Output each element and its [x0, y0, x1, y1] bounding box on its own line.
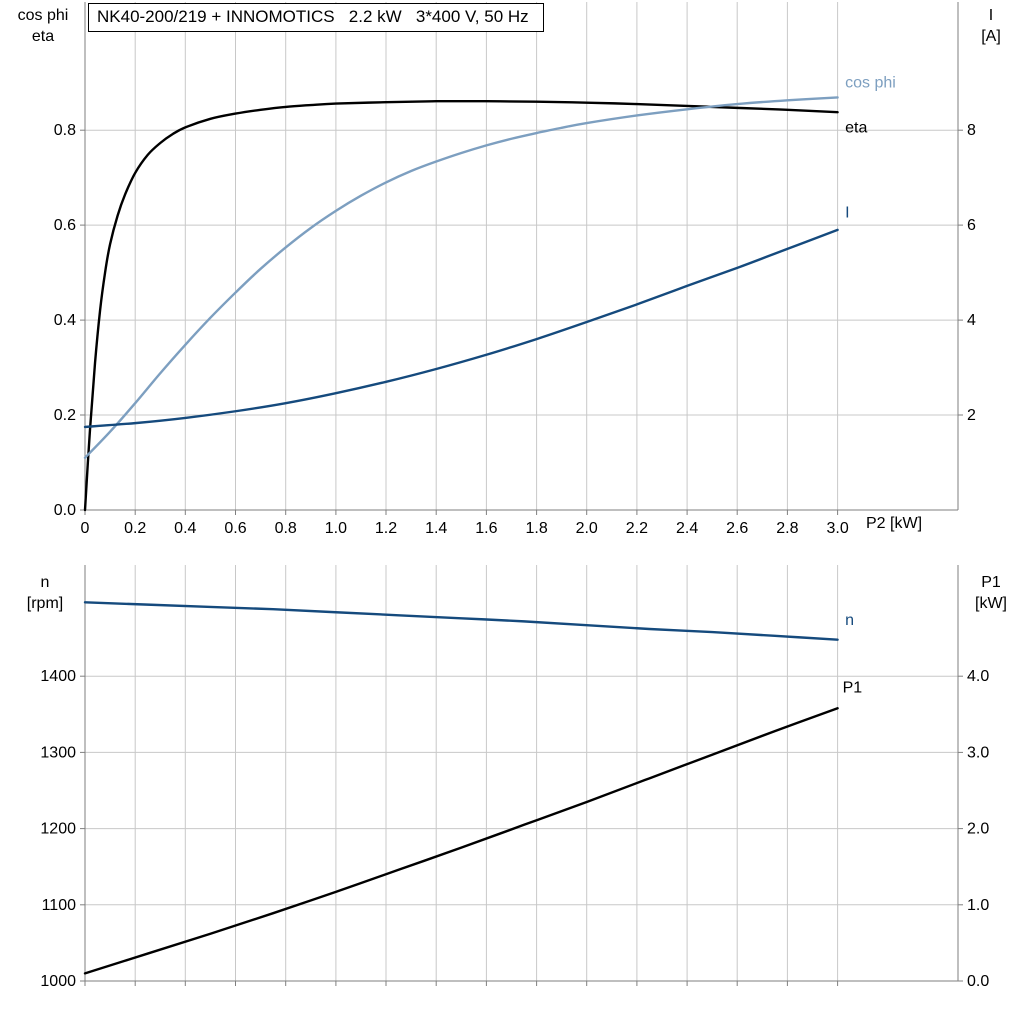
speed-power-chart: 1000 1100 1200 1300 1400 0.0 1.0 2.0 3.0 4.0 n P1: [40, 565, 989, 990]
ytick-label-left: 0.0: [54, 502, 76, 519]
ytick-label-left: 1300: [40, 744, 76, 761]
curve-label-cos-phi: cos phi: [845, 75, 896, 92]
left-axis-title-line1: cos phi: [17, 7, 69, 24]
ytick-label-left: 1100: [42, 897, 77, 914]
xtick-label: 1.0: [325, 520, 347, 537]
ytick-label-right: 0.0: [967, 973, 989, 990]
ytick-label-left: 1400: [40, 668, 76, 685]
curve-label-n: n: [845, 612, 854, 629]
curve-label-P1: P1: [843, 680, 863, 697]
xtick-label: 2.0: [576, 520, 598, 537]
xtick-label: 0.6: [224, 520, 246, 537]
xtick-label: 0: [81, 520, 90, 537]
curve-label-eta: eta: [845, 119, 867, 136]
ytick-label-left: 0.4: [54, 312, 76, 329]
speed-axis-title-line1: n: [40, 574, 50, 591]
xtick-label: 2.4: [676, 520, 698, 537]
p1-axis-title-line2: [kW]: [975, 595, 1007, 612]
curve-eta: [83, 99, 839, 512]
ytick-label-right: 2: [967, 407, 976, 424]
xtick-label: 0.4: [174, 520, 196, 537]
ytick-label-left: 0.2: [54, 407, 76, 424]
ytick-label-left: 1000: [40, 973, 76, 990]
p1-axis-title-line1: P1: [981, 574, 1001, 591]
curve-P1: [83, 707, 839, 975]
ytick-label-right: 1.0: [967, 897, 989, 914]
bottom-chart-right-axis-title: P1 [kW]: [962, 572, 1020, 614]
xtick-label: 1.6: [475, 520, 497, 537]
ytick-label-right: 4: [967, 312, 976, 329]
xtick-label: 2.6: [726, 520, 748, 537]
x-axis-label: P2 [kW]: [866, 515, 923, 532]
motor-performance-chart: 0 0.2 0.4 0.6 0.8 1.0 1.2 1.4 1.6 1.8 2.0 2.2 2.4 2.6…: [54, 2, 976, 537]
right-axis-title-line2: [A]: [981, 28, 1001, 45]
ytick-label-right: 4.0: [967, 668, 989, 685]
bottom-chart-left-axis-title: n [rpm]: [10, 572, 80, 614]
xtick-label: 0.8: [275, 520, 297, 537]
curve-n: [83, 601, 839, 641]
xtick-label: 2.2: [626, 520, 648, 537]
right-axis-title-line1: I: [988, 7, 994, 24]
top-chart-right-axis-title: I [A]: [966, 5, 1016, 47]
ytick-label-right: 2.0: [967, 821, 989, 838]
ytick-label-left: 0.6: [54, 217, 76, 234]
left-axis-title-line2: eta: [31, 28, 55, 45]
ytick-label-left: 0.8: [54, 122, 76, 139]
xtick-label: 2.8: [776, 520, 798, 537]
curve-I: [83, 228, 839, 429]
xtick-label: 0.2: [124, 520, 146, 537]
xtick-label: 1.4: [425, 520, 447, 537]
ytick-label-right: 3.0: [967, 744, 989, 761]
chart-title: NK40-200/219 + INNOMOTICS 2.2 kW 3*400 V…: [88, 3, 544, 32]
top-chart-left-axis-title: cos phi eta: [4, 5, 82, 47]
xtick-label: 1.2: [375, 520, 397, 537]
speed-axis-title-line2: [rpm]: [26, 595, 64, 612]
ytick-label-right: 8: [967, 122, 976, 139]
xtick-label: 3.0: [826, 520, 848, 537]
xtick-label: 1.8: [525, 520, 547, 537]
curve-cos-phi: [83, 96, 839, 459]
curve-label-I: I: [845, 204, 849, 221]
ytick-label-right: 6: [967, 217, 976, 234]
ytick-label-left: 1200: [40, 821, 76, 838]
